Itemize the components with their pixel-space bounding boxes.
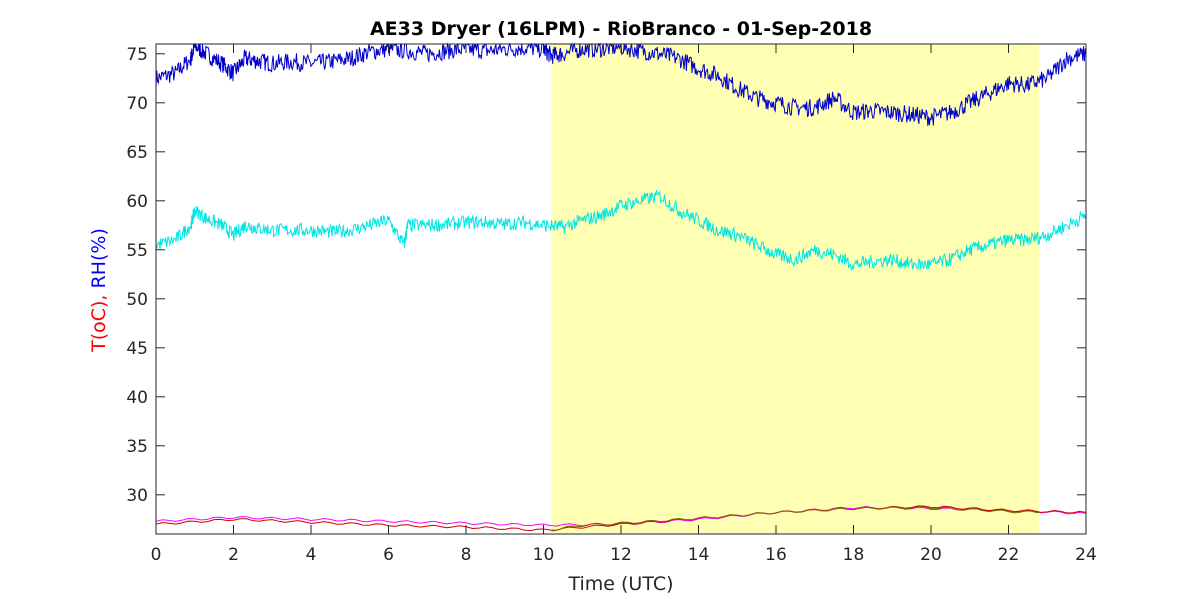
y-tick-label: 45 — [126, 339, 148, 359]
ticks-layer: 0 2 4 6 8 10 12 14 16 18 20 22 243035404550556065707… — [126, 44, 1097, 565]
x-tick-label: 16 — [765, 545, 787, 565]
x-tick-label: 14 — [688, 545, 710, 565]
x-tick-label: 20 — [920, 545, 942, 565]
series-layer — [155, 42, 1087, 532]
x-tick-label: 18 — [843, 545, 865, 565]
y-tick-label: 40 — [126, 388, 148, 408]
y-tick-label: 75 — [126, 45, 148, 65]
highlight-band — [551, 44, 1040, 534]
x-tick-label: 10 — [533, 545, 555, 565]
x-tick-label: 24 — [1075, 545, 1097, 565]
x-tick-label: 8 — [461, 545, 472, 565]
x-tick-label: 0 — [151, 545, 162, 565]
y-tick-label: 65 — [126, 143, 148, 163]
chart-title: AE33 Dryer (16LPM) - RioBranco - 01-Sep-… — [370, 18, 872, 40]
y-axis-label-part-1: RH(%) — [88, 228, 110, 288]
y-tick-label: 55 — [126, 241, 148, 261]
x-tick-label: 12 — [610, 545, 632, 565]
y-tick-label: 60 — [126, 192, 148, 212]
series-line-4 — [551, 506, 1040, 532]
y-tick-label: 50 — [126, 290, 148, 310]
x-tick-label: 2 — [228, 545, 239, 565]
x-axis-label: Time (UTC) — [567, 573, 673, 595]
series-line-0 — [155, 42, 1087, 126]
x-tick-label: 6 — [383, 545, 394, 565]
y-tick-label: 30 — [126, 486, 148, 506]
y-tick-label: 35 — [126, 437, 148, 457]
y-tick-label: 70 — [126, 94, 148, 114]
series-line-3 — [155, 505, 1087, 532]
y-axis-label-part-0: T(oC), — [88, 288, 110, 352]
x-tick-label: 4 — [306, 545, 317, 565]
series-line-1 — [155, 189, 1087, 271]
y-axis-label: T(oC), RH(%) — [88, 228, 110, 353]
x-tick-label: 22 — [998, 545, 1020, 565]
